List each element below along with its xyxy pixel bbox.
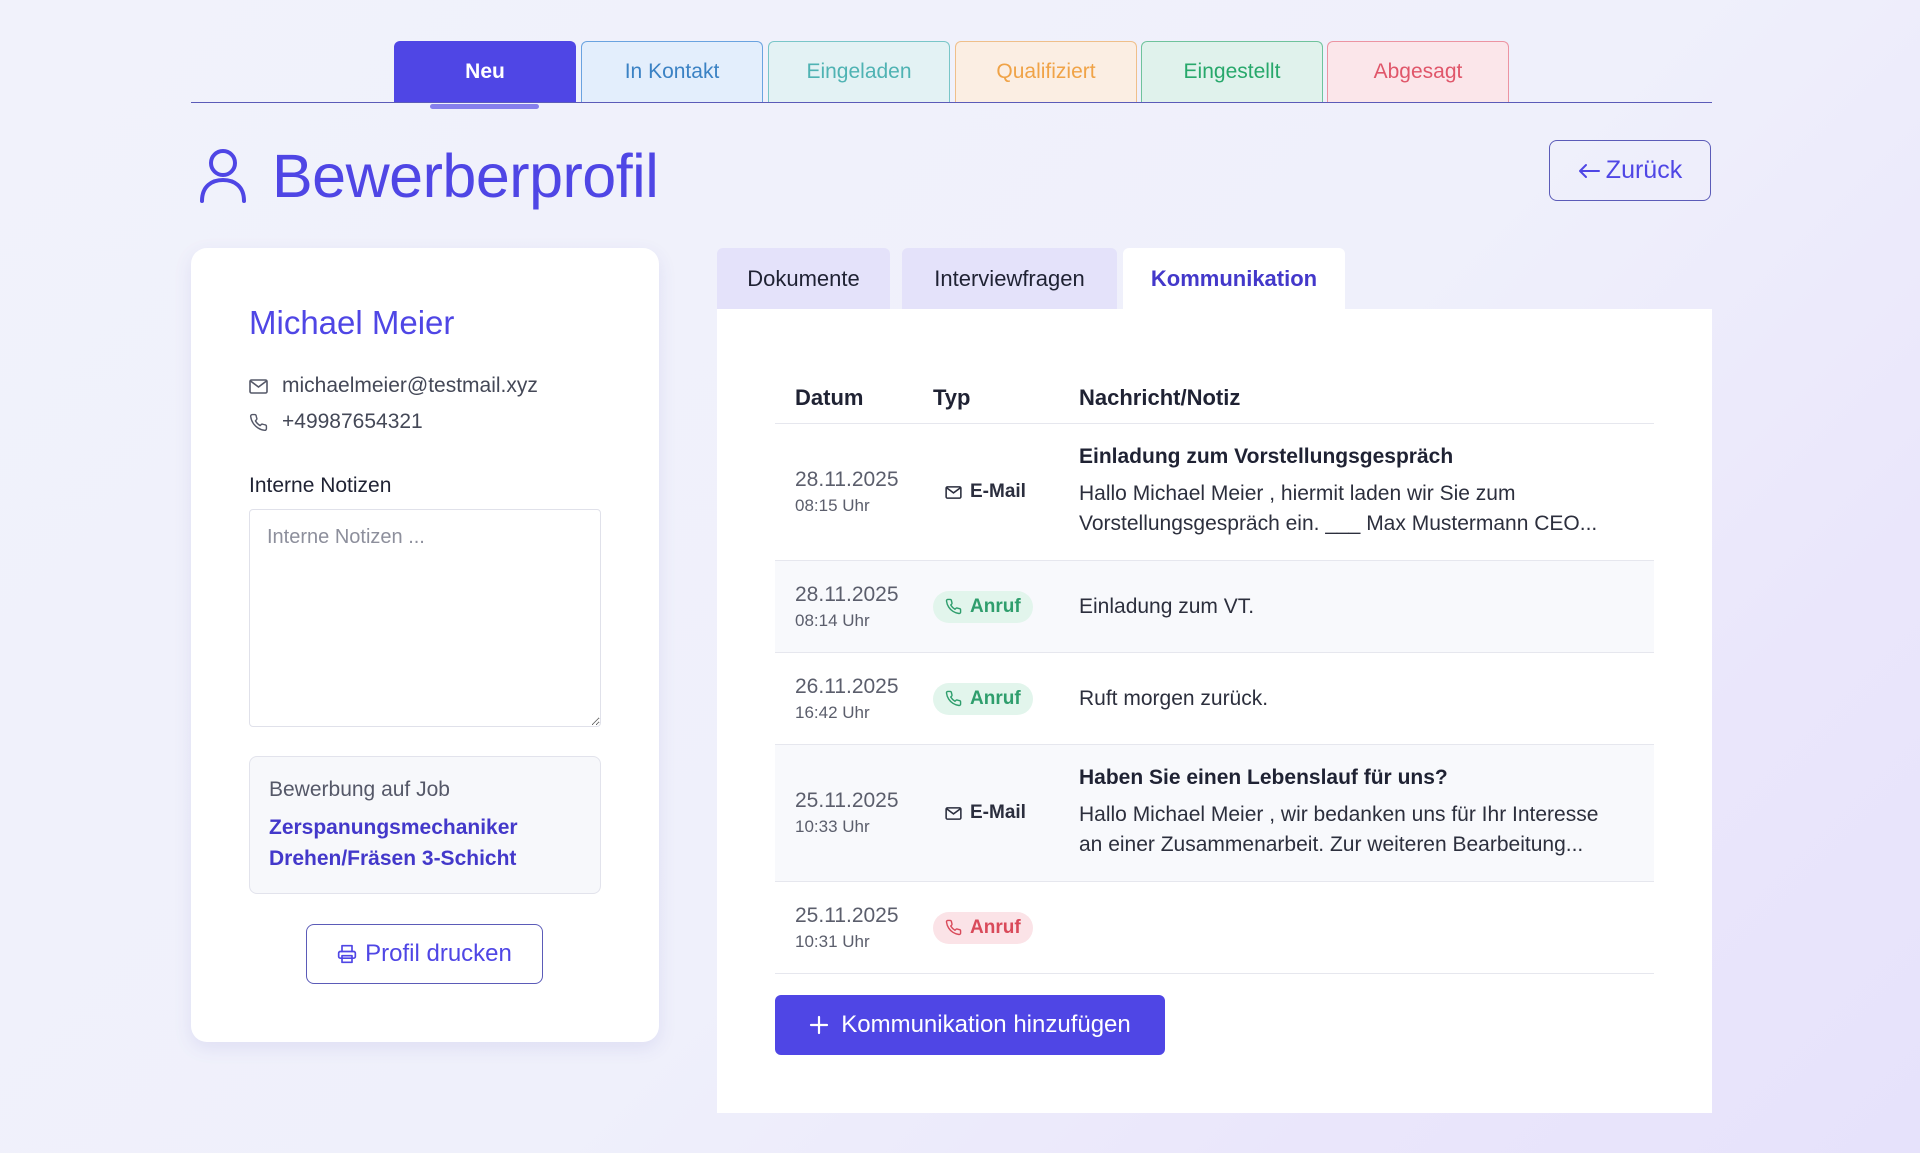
message-subject: Einladung zum Vorstellungsgespräch <box>1079 445 1454 468</box>
back-button-label: Zurück <box>1605 156 1683 184</box>
message-body-line2: an einer Zusammenarbeit. Zur weiteren Be… <box>1079 833 1584 856</box>
row-date-cell: 25.11.2025 10:33 Uhr <box>775 789 933 837</box>
active-tab-indicator <box>430 104 539 109</box>
status-tab-in-kontakt[interactable]: In Kontakt <box>581 41 763 102</box>
tab-kommunikation[interactable]: Kommunikation <box>1123 248 1345 309</box>
status-tab-abgesagt[interactable]: Abgesagt <box>1327 41 1509 102</box>
row-message-cell: Einladung zum VT. <box>1079 592 1654 622</box>
row-date: 28.11.2025 <box>795 582 899 606</box>
job-box: Bewerbung auf Job Zerspanungsmechaniker … <box>249 756 601 894</box>
candidate-name: Michael Meier <box>249 304 455 341</box>
table-row[interactable]: 25.11.2025 10:31 Uhr Anruf <box>775 882 1654 974</box>
row-type-cell: Anruf <box>933 682 1079 715</box>
job-label: Bewerbung auf Job <box>269 778 450 801</box>
print-profile-button[interactable]: Profil drucken <box>306 924 543 984</box>
type-label: E-Mail <box>970 481 1026 502</box>
type-badge-call-missed: Anruf <box>933 911 1033 944</box>
status-tab-eingeladen[interactable]: Eingeladen <box>768 41 950 102</box>
row-time: 08:15 Uhr <box>795 496 870 515</box>
email-row: michaelmeier@testmail.xyz <box>249 374 538 398</box>
notes-textarea[interactable] <box>249 509 601 727</box>
arrow-left-icon <box>1578 163 1600 178</box>
back-button[interactable]: Zurück <box>1549 140 1711 201</box>
type-badge-call: Anruf <box>933 590 1033 623</box>
table-row[interactable]: 28.11.2025 08:14 Uhr Anruf Einladung zum… <box>775 561 1654 653</box>
row-date-cell: 25.11.2025 10:31 Uhr <box>775 904 933 952</box>
table-header: Datum Typ Nachricht/Notiz <box>775 372 1654 424</box>
row-time: 08:14 Uhr <box>795 610 870 630</box>
phone-icon <box>945 919 962 936</box>
message-body-line2: Vorstellungsgespräch ein. ___ Max Muster… <box>1079 512 1598 535</box>
row-date: 26.11.2025 <box>795 674 899 698</box>
header-date: Datum <box>795 384 864 410</box>
candidate-email[interactable]: michaelmeier@testmail.xyz <box>282 374 538 397</box>
user-icon <box>200 149 246 203</box>
add-communication-button[interactable]: Kommunikation hinzufügen <box>775 995 1165 1055</box>
print-button-label: Profil drucken <box>365 940 512 967</box>
candidate-phone[interactable]: +49987654321 <box>282 410 423 433</box>
page-header: Bewerberprofil <box>191 136 659 216</box>
page-title: Bewerberprofil <box>272 142 659 210</box>
type-label: Anruf <box>970 916 1021 938</box>
row-message-cell: Ruft morgen zurück. <box>1079 684 1654 714</box>
mail-icon <box>945 806 962 820</box>
type-badge-call: Anruf <box>933 682 1033 715</box>
type-badge-email: E-Mail <box>933 797 1038 829</box>
tab-dokumente[interactable]: Dokumente <box>717 248 890 309</box>
phone-icon <box>945 690 962 707</box>
row-type-cell: Anruf <box>933 590 1079 623</box>
status-tab-bar: Neu In Kontakt Eingeladen Qualifiziert E… <box>191 0 1712 103</box>
row-date: 25.11.2025 <box>795 903 899 927</box>
message-body-line1: Hallo Michael Meier , wir bedanken uns f… <box>1079 803 1599 826</box>
add-button-label: Kommunikation hinzufügen <box>841 1011 1131 1038</box>
row-type-cell: E-Mail <box>933 797 1079 829</box>
row-date-cell: 26.11.2025 16:42 Uhr <box>775 675 933 723</box>
table-row[interactable]: 25.11.2025 10:33 Uhr E-Mail Haben Sie ei… <box>775 745 1654 882</box>
row-date-cell: 28.11.2025 08:14 Uhr <box>775 583 933 631</box>
status-tab-eingestellt[interactable]: Eingestellt <box>1141 41 1323 102</box>
printer-icon <box>337 944 357 964</box>
type-label: Anruf <box>970 687 1021 709</box>
row-type-cell: Anruf <box>933 911 1079 944</box>
profile-card: Michael Meier michaelmeier@testmail.xyz … <box>191 248 659 1042</box>
job-link-line1[interactable]: Zerspanungsmechaniker <box>269 816 518 839</box>
table-row[interactable]: 26.11.2025 16:42 Uhr Anruf Ruft morgen z… <box>775 653 1654 745</box>
status-tab-neu[interactable]: Neu <box>394 41 576 102</box>
table-row[interactable]: 28.11.2025 08:15 Uhr E-Mail Einladung zu… <box>775 424 1654 561</box>
message-body-line1: Ruft morgen zurück. <box>1079 686 1269 710</box>
job-link-line2[interactable]: Drehen/Fräsen 3-Schicht <box>269 847 517 870</box>
message-body-line1: Einladung zum VT. <box>1079 594 1255 618</box>
tab-interviewfragen[interactable]: Interviewfragen <box>902 248 1117 309</box>
message-body-line1: Hallo Michael Meier , hiermit laden wir … <box>1079 482 1516 505</box>
plus-icon <box>810 1015 829 1035</box>
row-date: 28.11.2025 <box>795 468 899 491</box>
header-message: Nachricht/Notiz <box>1079 384 1241 410</box>
type-label: Anruf <box>970 595 1021 617</box>
phone-icon <box>945 598 962 615</box>
notes-label: Interne Notizen <box>249 474 392 497</box>
type-label: E-Mail <box>970 802 1026 823</box>
phone-icon <box>249 413 268 431</box>
type-badge-email: E-Mail <box>933 476 1038 508</box>
communication-panel: Datum Typ Nachricht/Notiz 28.11.2025 08:… <box>717 309 1712 1113</box>
communication-table: Datum Typ Nachricht/Notiz 28.11.2025 08:… <box>775 372 1654 974</box>
phone-row: +49987654321 <box>249 410 423 434</box>
mail-icon <box>945 485 962 499</box>
row-message-cell: Haben Sie einen Lebenslauf für uns? Hall… <box>1079 766 1654 860</box>
row-message-cell: Einladung zum Vorstellungsgespräch Hallo… <box>1079 445 1654 539</box>
status-tab-qualifiziert[interactable]: Qualifiziert <box>955 41 1137 102</box>
mail-icon <box>249 378 268 394</box>
row-type-cell: E-Mail <box>933 476 1079 508</box>
row-date: 25.11.2025 <box>795 789 899 812</box>
row-time: 10:31 Uhr <box>795 931 870 951</box>
header-type: Typ <box>933 384 971 410</box>
message-subject: Haben Sie einen Lebenslauf für uns? <box>1079 766 1448 789</box>
row-time: 16:42 Uhr <box>795 702 870 722</box>
row-date-cell: 28.11.2025 08:15 Uhr <box>775 468 933 516</box>
row-time: 10:33 Uhr <box>795 817 870 836</box>
